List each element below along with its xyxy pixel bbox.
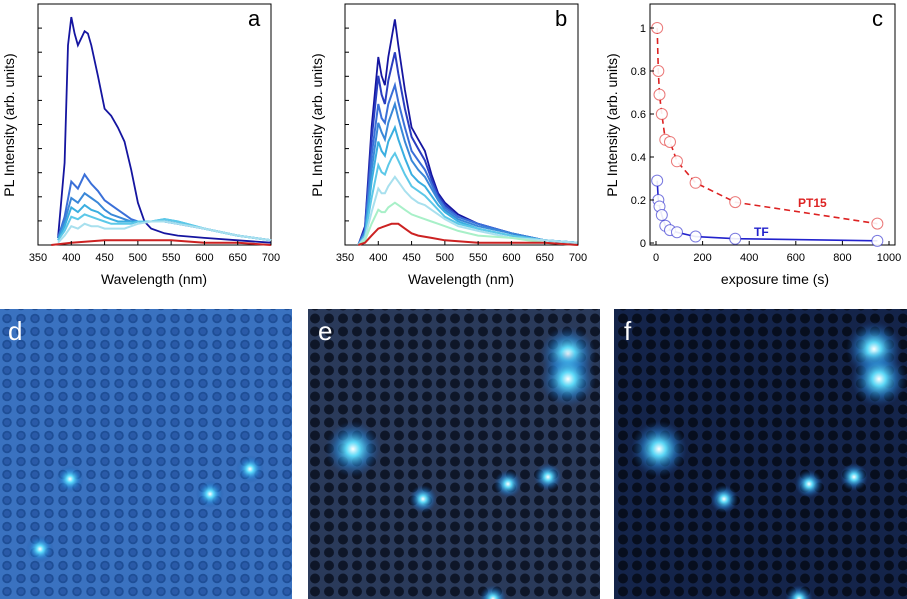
panel-c-point-tf <box>670 226 683 239</box>
panel-f-label: f <box>624 316 632 346</box>
micrograph-e: e <box>308 309 600 599</box>
micrograph-e-bright-spot <box>494 470 522 498</box>
panel-b-series-2 <box>357 81 579 246</box>
micrograph-f-bright-spot <box>631 421 687 477</box>
panel-c-line-pt15 <box>656 27 878 225</box>
micrograph-d-bright-spot <box>236 455 264 483</box>
panel-b-series-4 <box>357 124 579 246</box>
panel-e-label: e <box>318 316 332 346</box>
micrograph-e-bright-spot <box>325 421 381 477</box>
panel-b-label: b <box>555 6 567 31</box>
panel-a-series-0 <box>57 16 272 244</box>
panel-c-ylabel: PL Intensity (arb. units) <box>604 53 620 196</box>
panel-a-xtick-label: 650 <box>229 252 247 264</box>
panel-a-series-6 <box>51 239 272 246</box>
panel-c-ytick-label: 0.8 <box>631 66 646 78</box>
legend-tf: TF <box>754 225 769 239</box>
panel-a-series-4 <box>57 213 272 242</box>
panel-b-series-1 <box>357 52 579 246</box>
panel-c-point-pt15 <box>670 155 683 168</box>
panel-b-series-0 <box>357 19 579 246</box>
micrograph-d-bright-spot <box>56 465 84 493</box>
panel-c-xtick-label: 0 <box>653 252 659 264</box>
panel-c-ytick-label: 1 <box>640 23 646 35</box>
panel-c-point-tf <box>651 174 664 187</box>
panel-a-ylabel: PL Intensity (arb. units) <box>1 53 17 196</box>
panel-c-point-pt15 <box>652 65 665 77</box>
panel-b-series-8 <box>357 222 579 246</box>
panel-c-xlabel: exposure time (s) <box>721 271 829 287</box>
panel-c-label: c <box>872 6 883 31</box>
panel-b-series-7 <box>357 201 579 246</box>
panel-b-xtick-label: 600 <box>502 252 520 264</box>
panel-c-xtick-label: 800 <box>833 252 851 264</box>
panel-b-series-5 <box>357 151 579 246</box>
panel-c-point-tf <box>871 234 884 247</box>
panel-c-point-pt15 <box>689 176 702 189</box>
panel-b-xtick-label: 700 <box>569 252 587 264</box>
micrograph-d: d <box>0 309 292 599</box>
micrograph-d-bright-spot <box>26 535 54 563</box>
legend-pt15: PT15 <box>798 196 827 210</box>
micrograph-f: f <box>614 309 907 599</box>
micrograph-f-bright-spot <box>851 351 907 407</box>
panel-b-xtick-label: 350 <box>336 252 354 264</box>
panel-b-xtick-label: 400 <box>369 252 387 264</box>
panel-a-series-5 <box>57 220 272 244</box>
panel-b-xlabel: Wavelength (nm) <box>408 271 514 287</box>
panel-b-series-3 <box>357 100 579 246</box>
panel-a-xtick-label: 500 <box>129 252 147 264</box>
chart-panel-a: 350 400 450 500 550 600 650 700 a Wavelength (n… <box>1 3 280 287</box>
panel-a-xlabel: Wavelength (nm) <box>101 271 207 287</box>
panel-b-ylabel: PL Intensity (arb. units) <box>309 53 325 196</box>
panel-c-xtick-label: 200 <box>693 252 711 264</box>
micrograph-f-bright-spot <box>795 470 823 498</box>
panel-c-point-pt15 <box>871 217 884 230</box>
micrograph-d-bright-spot <box>196 480 224 508</box>
panel-b-series-6 <box>357 175 579 246</box>
micrograph-f-bright-spot <box>840 463 868 491</box>
micrograph-f-bright-spot <box>710 485 738 513</box>
panel-c-point-tf <box>729 232 742 245</box>
panel-c-point-pt15 <box>729 196 742 209</box>
micrograph-e-bright-spot <box>540 351 596 407</box>
panel-d-label: d <box>8 316 22 346</box>
panel-a-xtick-label: 600 <box>195 252 213 264</box>
panel-c-ytick-label: 0.4 <box>631 152 646 164</box>
panel-c-ytick-label: 0 <box>640 238 646 250</box>
panel-c-xtick-label: 1000 <box>877 252 901 264</box>
panel-c-point-pt15 <box>655 108 668 120</box>
panel-c-point-pt15 <box>663 135 676 148</box>
panel-c-ytick-label: 0.6 <box>631 109 646 121</box>
chart-panel-c: 0 200 400 600 800 1000 0 0.2 0.4 0.6 0.8 1 c exposu… <box>604 3 901 287</box>
panel-b-xtick-label: 500 <box>436 252 454 264</box>
panel-a-xtick-label: 350 <box>29 252 47 264</box>
panel-a-xtick-label: 400 <box>62 252 80 264</box>
panel-c-xtick-label: 600 <box>787 252 805 264</box>
panel-b-xtick-label: 650 <box>536 252 554 264</box>
panel-c-point-tf <box>689 230 702 243</box>
panel-c-ytick-label: 0.2 <box>631 195 646 207</box>
panel-c-xtick-label: 400 <box>740 252 758 264</box>
micrograph-e-bright-spot <box>479 585 507 599</box>
panel-a-xtick-label: 450 <box>95 252 113 264</box>
chart-panel-b: 350 400 450 500 550 600 650 700 b Wavelength (n… <box>309 3 587 287</box>
panel-a-label: a <box>248 6 261 31</box>
micrograph-f-bright-spot <box>785 585 813 599</box>
panel-a-series-1 <box>57 172 272 242</box>
micrograph-e-bright-spot <box>409 485 437 513</box>
panel-c-point-pt15 <box>653 88 666 101</box>
micrograph-e-bright-spot <box>534 463 562 491</box>
panel-c-point-tf <box>655 209 668 222</box>
panel-a-xtick-label: 700 <box>262 252 280 264</box>
panel-a-xtick-label: 550 <box>162 252 180 264</box>
panel-c-frame <box>649 3 896 246</box>
panel-b-xtick-label: 550 <box>469 252 487 264</box>
panel-b-xtick-label: 450 <box>402 252 420 264</box>
